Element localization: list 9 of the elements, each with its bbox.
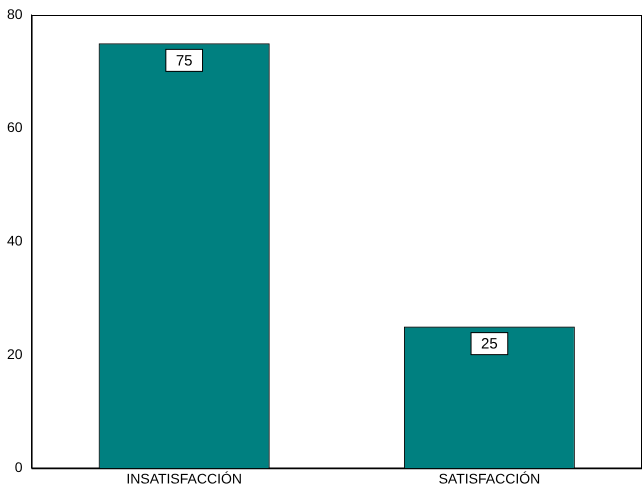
y-tick-label: 20	[6, 346, 23, 362]
x-tick-label: INSATISFACCIÓN	[126, 470, 242, 486]
y-tick-label: 0	[14, 459, 23, 476]
data-label: 25	[481, 336, 498, 353]
y-tick-label: 60	[6, 119, 23, 136]
x-tick-label: SATISFACCIÓN	[438, 470, 540, 486]
y-tick-label: 80	[6, 6, 23, 22]
y-tick-label: 40	[6, 232, 23, 248]
data-label: 75	[176, 52, 193, 70]
